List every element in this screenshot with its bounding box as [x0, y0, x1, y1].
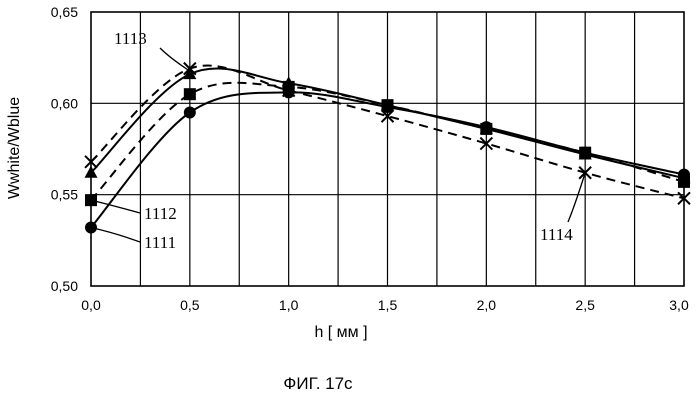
y-tick-label: 0,50: [51, 278, 78, 294]
series-label-1113: 1113: [114, 29, 147, 48]
grid-lines: [91, 12, 684, 286]
x-tick-label: 2,5: [575, 297, 595, 313]
y-axis-label: Wwhite/Wblue: [6, 97, 23, 199]
figure-caption: ФИГ. 17с: [283, 374, 353, 393]
x-tick-label: 3,0: [669, 297, 689, 313]
x-tick-label: 0,5: [180, 297, 200, 313]
marker-1112: [184, 88, 196, 100]
leader-1113: [160, 48, 190, 71]
x-tick-label: 1,0: [279, 297, 299, 313]
x-tick-label: 0,0: [81, 297, 101, 313]
leader-1114: [568, 173, 585, 222]
x-tick-label: 1,5: [378, 297, 398, 313]
x-tick-labels: 0,0 0,5 1,0 1,5 2,0 2,5 3,0: [81, 297, 689, 313]
y-tick-label: 0,65: [51, 4, 78, 20]
series-label-1111: 1111: [144, 233, 176, 252]
y-tick-labels: 0,50 0,55 0,60 0,65: [51, 4, 78, 294]
x-axis-label: h [ мм ]: [314, 324, 367, 341]
y-tick-label: 0,60: [51, 95, 78, 111]
y-tick-label: 0,55: [51, 187, 78, 203]
series-label-1114: 1114: [540, 225, 573, 244]
marker-1111: [184, 106, 196, 118]
x-tick-label: 2,0: [477, 297, 497, 313]
leader-1111: [91, 228, 140, 242]
leader-1112: [91, 200, 140, 213]
series-label-1112: 1112: [144, 204, 177, 223]
